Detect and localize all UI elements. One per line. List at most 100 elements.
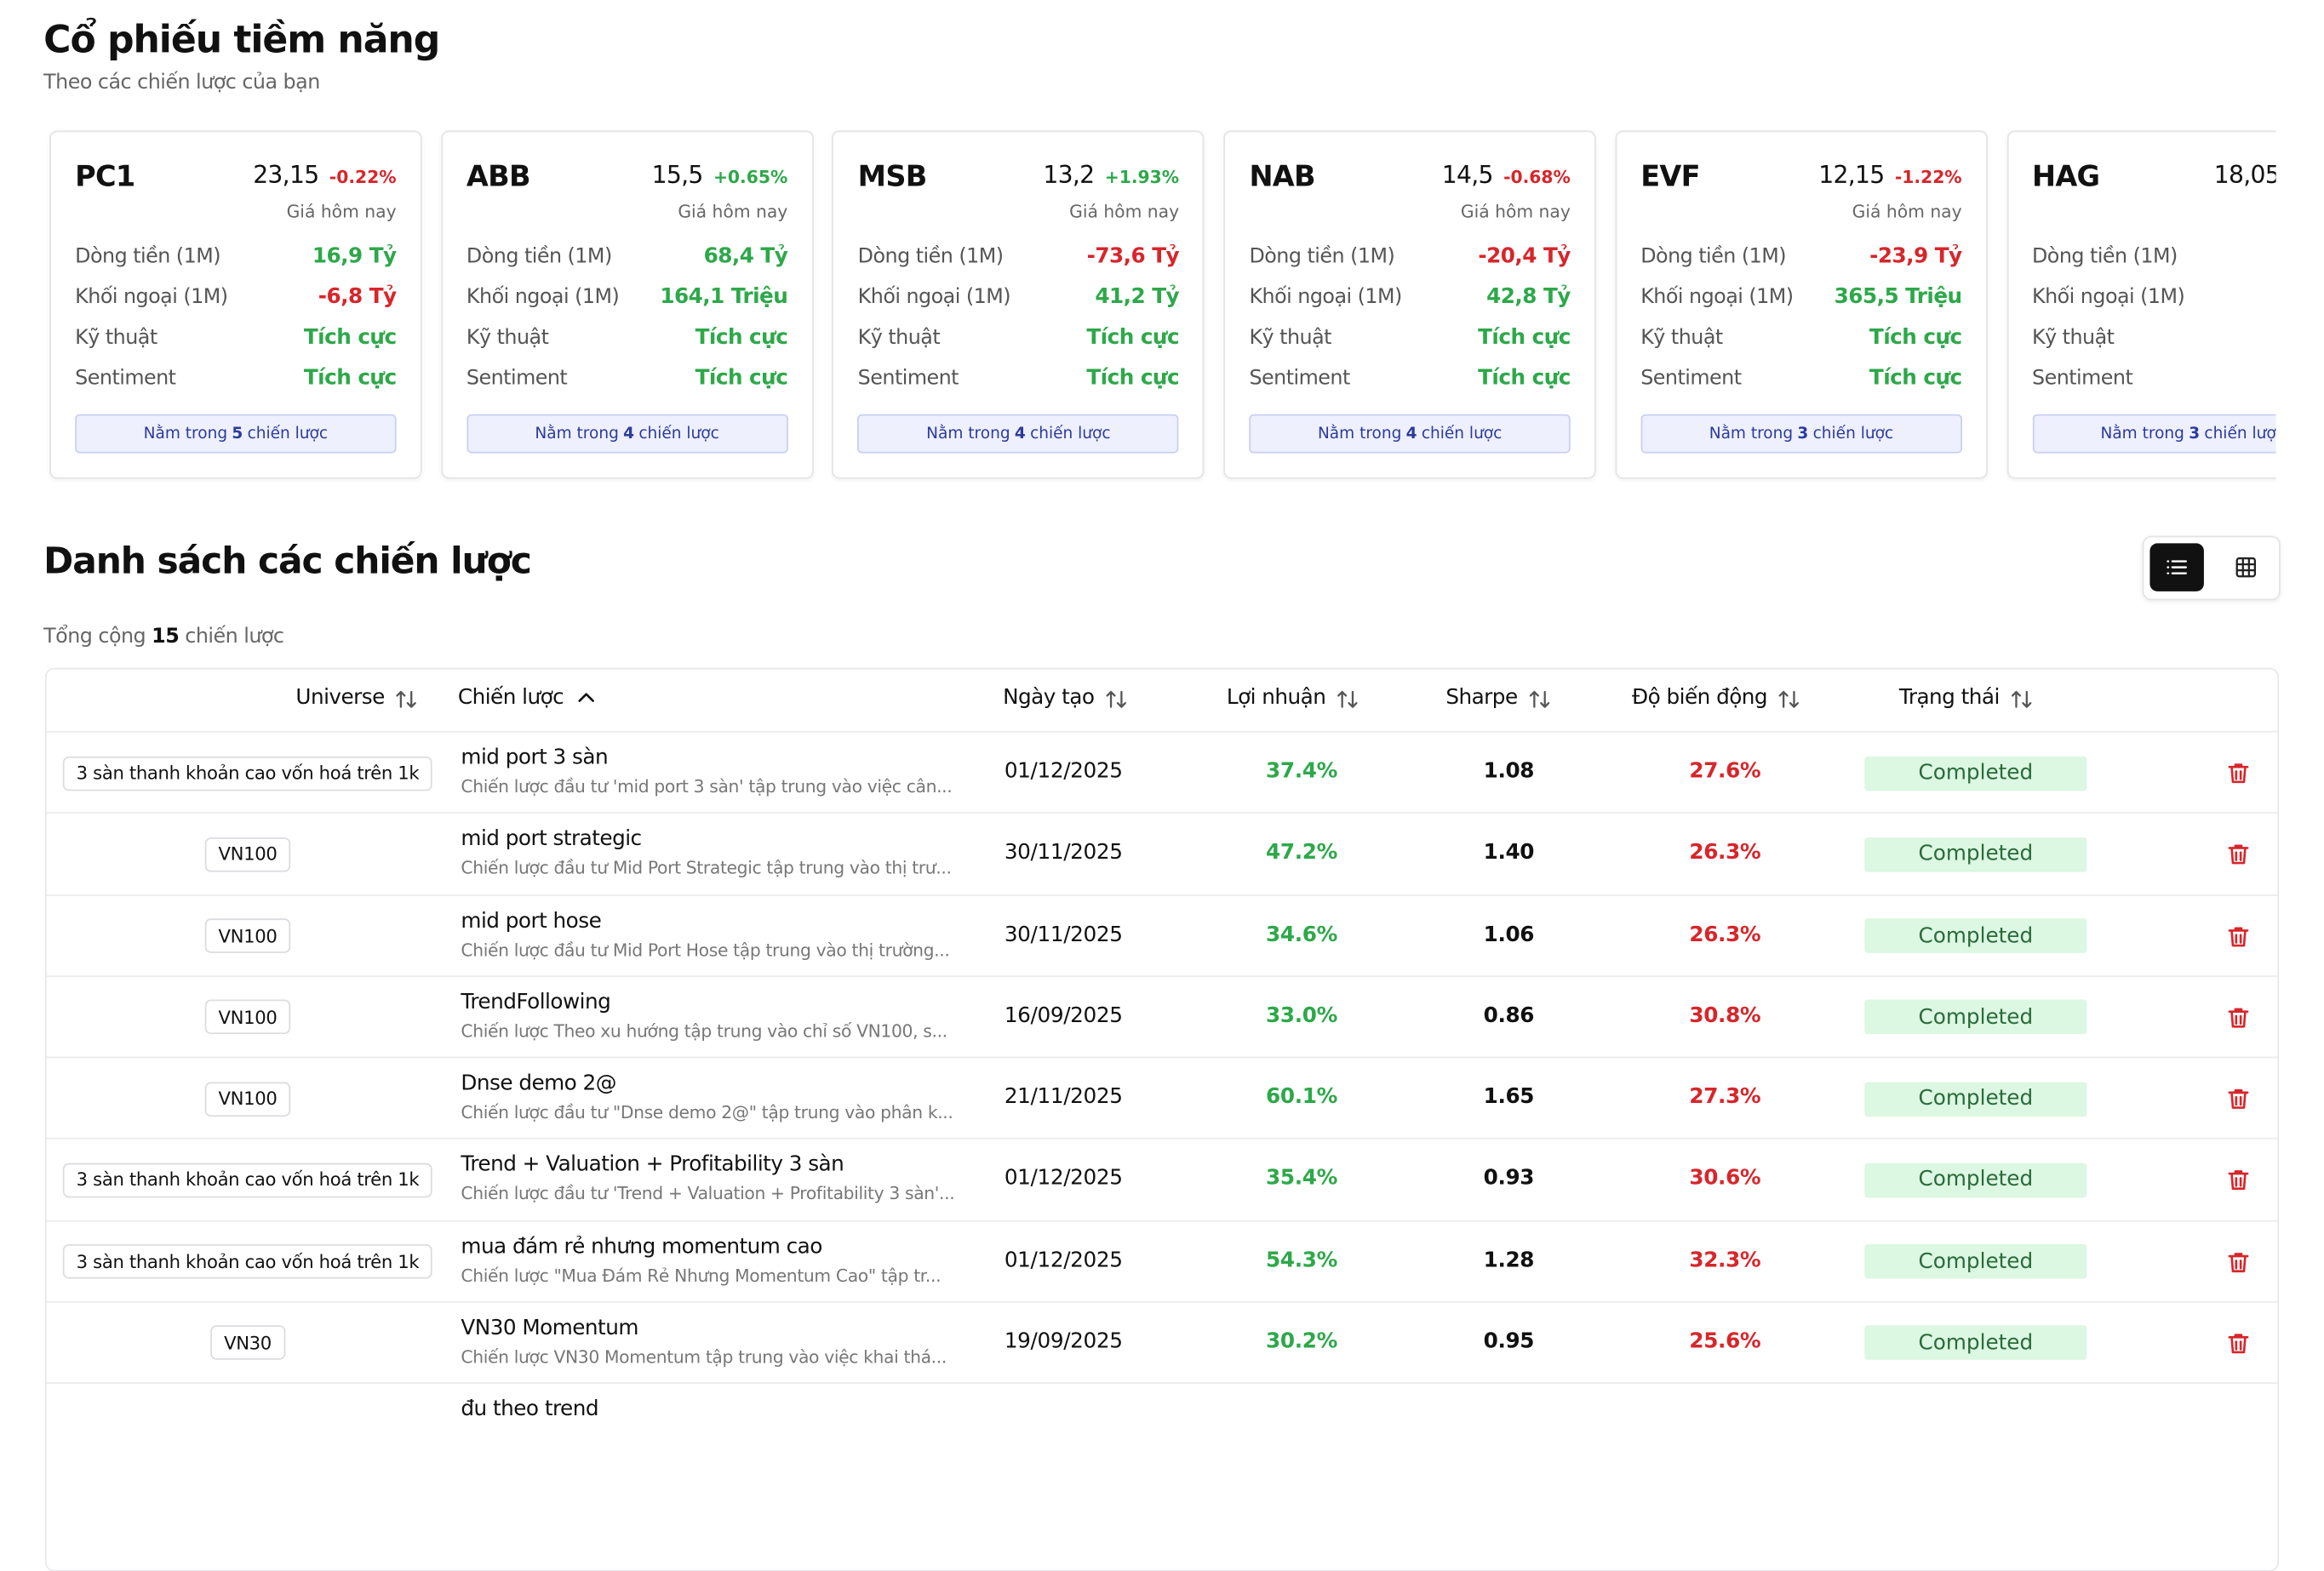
return-value: 34.6% — [1266, 922, 1337, 946]
metric-value: Tích cực — [1869, 365, 1962, 390]
created-date: 01/12/2025 — [1004, 1166, 1123, 1191]
metric-label: Kỹ thuật — [1249, 325, 1331, 350]
metric-value: -6,8 Tỷ — [318, 284, 397, 309]
delete-button[interactable] — [2225, 1003, 2252, 1031]
column-header[interactable]: Lợi nhuận — [1227, 686, 1359, 710]
status-badge: Completed — [1864, 999, 2087, 1035]
badge-count: 3 — [2189, 425, 2201, 443]
header-divider — [46, 730, 2278, 733]
column-header[interactable]: Sharpe — [1445, 686, 1550, 710]
strategy-row[interactable]: VN100 Dnse demo 2@ Chiến lược đầu tư "Dnse… — [47, 1058, 2278, 1140]
price-group: 18,05 — [2214, 161, 2276, 190]
total-prefix: Tổng cộng — [43, 624, 146, 648]
return-value: 60.1% — [1266, 1085, 1337, 1110]
ticker: MSB — [857, 160, 928, 194]
status-badge: Completed — [1864, 1163, 2087, 1197]
column-header[interactable]: Độ biến động — [1632, 686, 1800, 710]
strategy-row[interactable]: 3 sàn thanh khoản cao vốn hoá trên 1k Tre… — [47, 1140, 2278, 1221]
row-divider — [46, 1382, 2278, 1385]
delete-button[interactable] — [2225, 1329, 2252, 1357]
metric-value: Tích cực — [303, 324, 397, 350]
price-group: 23,15 -0.22% — [253, 161, 396, 190]
delete-button[interactable] — [2225, 759, 2252, 786]
grid-view-button[interactable] — [2219, 543, 2273, 591]
metric-value: Tích cực — [1086, 365, 1180, 390]
created-date: 30/11/2025 — [1004, 922, 1123, 946]
metric-value: -23,9 Tỷ — [1869, 243, 1962, 268]
price-change: +1.93% — [1104, 166, 1180, 188]
strategy-row[interactable]: VN100 mid port strategic Chiến lược đầu tư… — [47, 814, 2278, 895]
delete-button[interactable] — [2225, 841, 2252, 868]
metric-label: Kỹ thuật — [75, 325, 157, 350]
volatility-value: 32.3% — [1689, 1248, 1761, 1272]
strategy-row[interactable]: VN30 VN30 Momentum Chiến lược VN30 Momentu… — [47, 1302, 2278, 1384]
strategy-row[interactable]: VN100 mid port hose Chiến lược đầu tư Mid … — [47, 895, 2278, 977]
stock-card[interactable]: EVF 12,15 -1.22% Giá hôm nay Dòng tiền (1M) -… — [1615, 130, 1988, 479]
universe-badge: VN100 — [204, 918, 291, 953]
section-title: Danh sách các chiến lược — [43, 540, 532, 583]
universe-badge: VN100 — [204, 999, 291, 1035]
sharpe-value: 1.40 — [1483, 841, 1535, 865]
metric-label: Khối ngoại (1M) — [2031, 285, 2185, 310]
strategy-row[interactable]: 3 sàn thanh khoản cao vốn hoá trên 1k mid… — [47, 733, 2278, 814]
metric-value: 41,2 Tỷ — [1095, 284, 1180, 309]
page-body: Cổ phiếu tiềm năng Theo các chiến lược c… — [43, 18, 2281, 1571]
metric-value: -20,4 Tỷ — [1478, 243, 1571, 268]
sharpe-value: 1.08 — [1483, 759, 1535, 784]
stock-card[interactable]: NAB 14,5 -0.68% Giá hôm nay Dòng tiền (1M) -2… — [1223, 130, 1596, 479]
column-header[interactable]: Chiến lược — [458, 686, 597, 710]
stock-card[interactable]: MSB 13,2 +1.93% Giá hôm nay Dòng tiền (1M) -7… — [832, 130, 1205, 479]
delete-button[interactable] — [2225, 1167, 2252, 1194]
delete-button[interactable] — [2225, 1085, 2252, 1112]
strategy-row[interactable]: VN100 TrendFollowing Chiến lược Theo xu hư… — [47, 977, 2278, 1059]
sort-icon — [1529, 689, 1549, 707]
created-date: 01/12/2025 — [1004, 759, 1123, 784]
price-group: 14,5 -0.68% — [1442, 161, 1571, 190]
strategy-name: mid port strategic — [461, 827, 642, 852]
total-suffix: chiến lược — [185, 624, 284, 648]
price-group: 13,2 +1.93% — [1043, 161, 1179, 190]
return-value: 33.0% — [1266, 1003, 1337, 1028]
column-title: Chiến lược — [457, 685, 564, 711]
sort-icon — [1106, 689, 1126, 707]
metric-label: Khối ngoại (1M) — [1640, 285, 1794, 310]
strategy-name: mid port 3 sàn — [461, 746, 609, 770]
price-group: 12,15 -1.22% — [1818, 161, 1961, 190]
badge-prefix: Nằm trong — [1317, 425, 1402, 443]
metric-label: Khối ngoại (1M) — [75, 285, 228, 310]
stage: Cổ phiếu tiềm năng Theo các chiến lược c… — [43, 18, 2281, 1571]
delete-button[interactable] — [2225, 923, 2252, 950]
volatility-value: 30.8% — [1689, 1003, 1761, 1028]
price: 12,15 — [1818, 160, 1885, 190]
delete-button[interactable] — [2225, 1248, 2252, 1275]
sort-icon — [396, 689, 417, 707]
price: 13,2 — [1043, 160, 1095, 190]
metric-value: Tích cực — [695, 324, 788, 350]
strategy-name: mid port hose — [461, 908, 602, 934]
sort-icon — [1337, 689, 1358, 707]
column-header[interactable]: Universe — [295, 686, 417, 710]
page: Cổ phiếu tiềm năng { "header": {"title":… — [43, 18, 2281, 1571]
strategy-row[interactable]: 3 sàn thanh khoản cao vốn hoá trên 1k mua… — [47, 1221, 2278, 1303]
stock-card[interactable]: ABB 15,5 +0.65% Giá hôm nay Dòng tiền (1M) 68… — [440, 130, 814, 479]
list-icon — [2167, 560, 2187, 574]
column-header[interactable]: Ngày tạo — [1003, 686, 1127, 710]
return-value: 37.4% — [1266, 759, 1337, 784]
metric-value: -73,6 Tỷ — [1086, 243, 1180, 268]
strategy-description: Chiến lược đầu tư Mid Port Strategic tập… — [461, 857, 952, 879]
badge-prefix: Nằm trong — [1709, 425, 1794, 443]
trash-icon — [2228, 1170, 2249, 1191]
column-header[interactable]: Trạng thái — [1899, 686, 2033, 710]
status-badge: Completed — [1864, 918, 2087, 953]
ticker: PC1 — [75, 160, 135, 194]
strategy-row[interactable]: đu theo trend — [47, 1384, 2278, 1465]
stock-card[interactable]: PC1 23,15 -0.22% Giá hôm nay Dòng tiền (1M) 1… — [49, 130, 422, 479]
list-view-button[interactable] — [2149, 543, 2204, 591]
price-group: 15,5 +0.65% — [652, 161, 788, 190]
strategy-count-badge: Nằm trong 5 chiến lược — [75, 414, 397, 454]
badge-suffix: chiến lược — [2204, 425, 2276, 443]
metric-label: Kỹ thuật — [466, 325, 549, 350]
badge-count: 4 — [1014, 425, 1026, 443]
